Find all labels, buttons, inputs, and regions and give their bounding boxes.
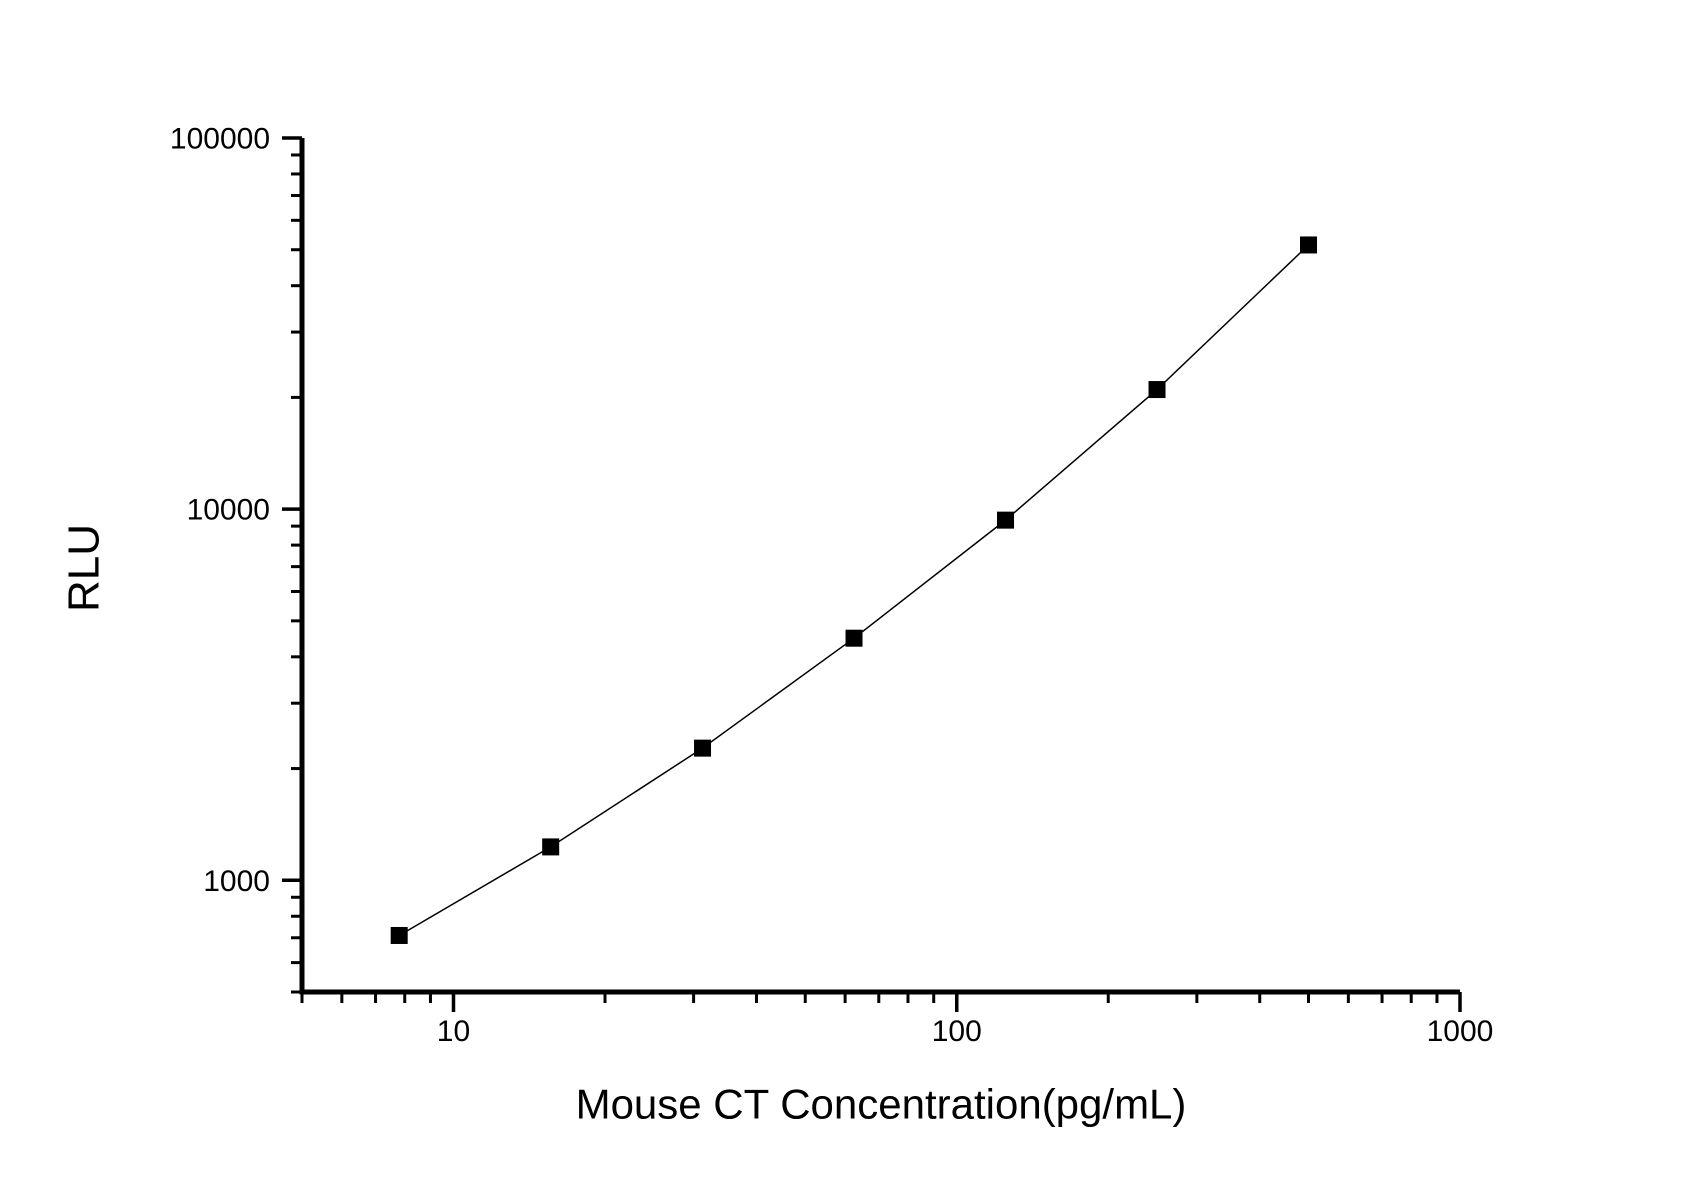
x-tick-label: 1000 (1427, 1015, 1494, 1048)
y-tick-label: 100000 (170, 123, 270, 156)
data-point-marker (694, 739, 712, 757)
y-tick-label: 1000 (203, 865, 270, 898)
data-point-marker (997, 511, 1015, 529)
x-axis-title: Mouse CT Concentration(pg/mL) (576, 1081, 1187, 1128)
y-axis-title: RLU (60, 524, 109, 612)
x-tick-label: 100 (932, 1015, 982, 1048)
data-point-marker (1148, 381, 1166, 399)
data-point-marker (542, 838, 560, 856)
axes-layer: 10 100 1000 1000 10000 100000 (170, 123, 1493, 1048)
x-tick-label: 10 (437, 1015, 470, 1048)
y-tick-label: 10000 (187, 494, 270, 527)
data-series-layer (390, 236, 1318, 944)
data-point-marker (845, 629, 863, 647)
data-point-marker (390, 926, 408, 944)
series-line (398, 244, 1310, 937)
data-point-marker (1300, 236, 1318, 254)
